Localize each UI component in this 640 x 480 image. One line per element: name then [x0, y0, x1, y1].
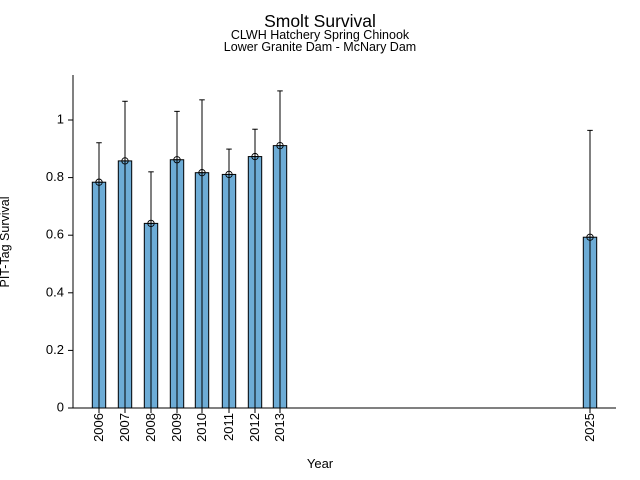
svg-text:2006: 2006 [91, 413, 106, 442]
svg-text:2007: 2007 [117, 413, 132, 442]
svg-text:0.6: 0.6 [46, 227, 64, 242]
svg-text:0.4: 0.4 [46, 284, 64, 299]
svg-text:2011: 2011 [221, 413, 236, 441]
svg-text:2008: 2008 [143, 413, 158, 442]
svg-text:2010: 2010 [194, 413, 209, 442]
svg-text:0.2: 0.2 [46, 342, 64, 357]
svg-text:0.8: 0.8 [46, 169, 64, 184]
svg-text:0: 0 [57, 400, 64, 415]
svg-text:2009: 2009 [169, 413, 184, 442]
svg-text:1: 1 [57, 112, 64, 127]
svg-text:2012: 2012 [247, 413, 262, 442]
svg-text:2025: 2025 [582, 413, 597, 442]
svg-text:2013: 2013 [272, 413, 287, 442]
